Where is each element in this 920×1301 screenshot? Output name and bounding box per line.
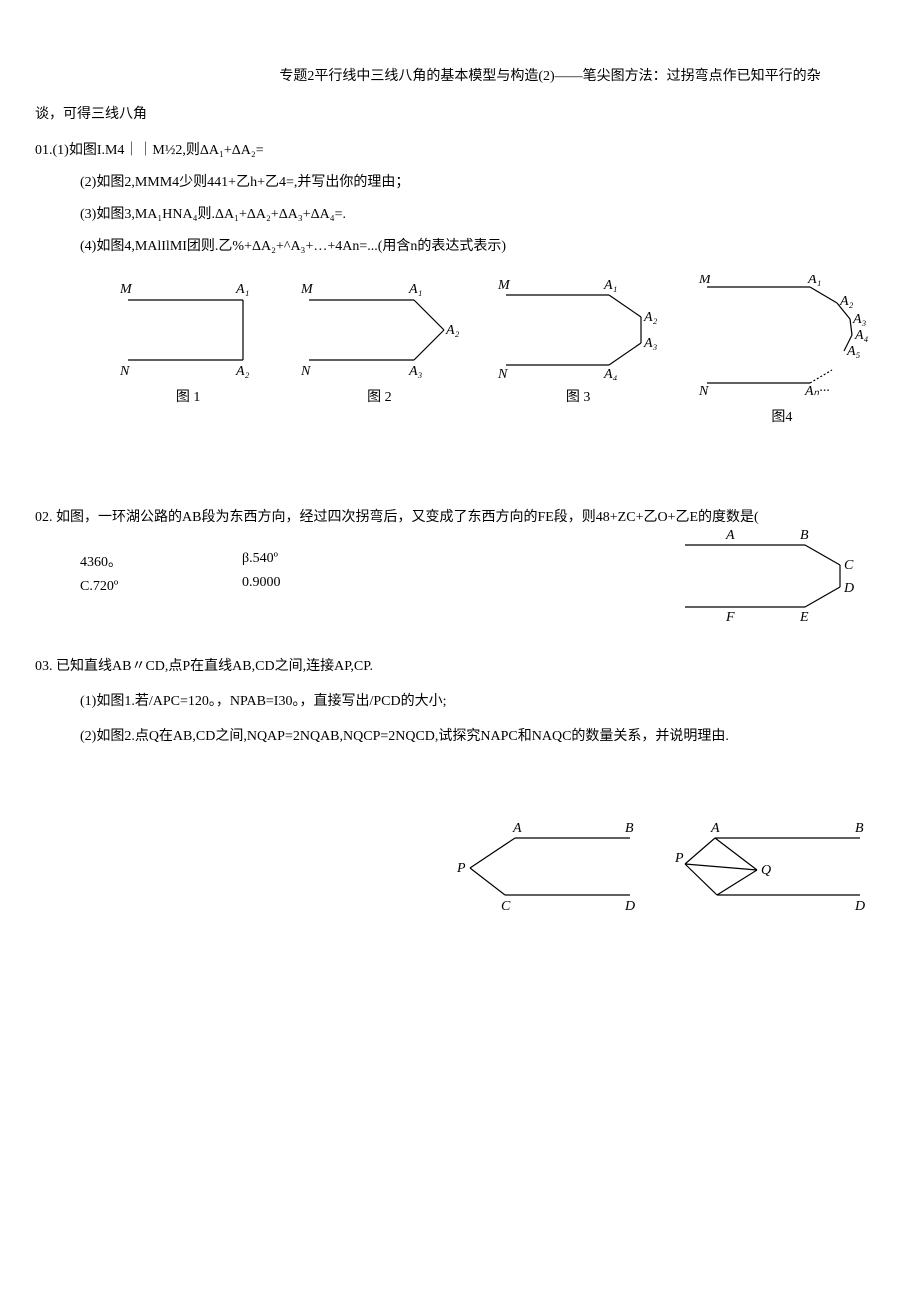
svg-text:B: B [800, 528, 809, 543]
svg-text:A₅: A₅ [846, 344, 861, 359]
svg-text:C: C [844, 558, 854, 573]
svg-text:A₄: A₄ [603, 367, 618, 380]
q2-stem: 02. 如图，一环湖公路的AB段为东西方向，经过四次拐弯后，又变成了东西方向的F… [35, 506, 885, 526]
svg-text:N: N [119, 364, 130, 379]
svg-text:A: A [512, 821, 522, 836]
svg-text:E: E [799, 610, 809, 625]
svg-text:A₄: A₄ [854, 328, 869, 343]
svg-text:N: N [698, 384, 709, 399]
q1-figures: M A₁ N A₂ 图 1 M A₁ A₂ N A₃ 图 2 M [95, 275, 885, 426]
svg-text:A: A [710, 821, 720, 836]
fig2-svg: M A₁ A₂ N A₃ [294, 275, 464, 380]
fig1-label: 图 1 [176, 386, 201, 406]
svg-text:M: M [497, 278, 511, 293]
fig1: M A₁ N A₂ 图 1 [108, 275, 268, 426]
svg-text:C: C [501, 899, 511, 914]
svg-text:M: M [300, 282, 314, 297]
fig4-label: 图4 [771, 406, 792, 426]
fig1-svg: M A₁ N A₂ [108, 275, 268, 380]
svg-text:N: N [497, 367, 508, 380]
svg-text:A₁: A₁ [235, 282, 249, 297]
fig4: M A₁ A₂ A₃ A₄ A₅ N Aₙ··· 图4 [692, 275, 872, 426]
svg-text:A₂: A₂ [235, 364, 250, 379]
q2-opt-c: C.720º [80, 579, 122, 595]
q2-fig: A B C D E F [670, 525, 870, 630]
svg-text:A₁: A₁ [603, 278, 617, 293]
fig3-svg: M A₁ A₂ A₃ N A₄ [491, 275, 666, 380]
svg-text:A₃: A₃ [852, 312, 867, 327]
svg-text:P: P [456, 861, 466, 876]
svg-text:A₂: A₂ [839, 294, 854, 309]
fig2-label: 图 2 [367, 386, 392, 406]
q3-p2: (2)如图2.点Q在AB,CD之间,NQAP=2NQAB,NQCP=2NQCD,… [35, 725, 885, 745]
q3-fig2: A B P Q D [675, 820, 875, 915]
fig3: M A₁ A₂ A₃ N A₄ 图 3 [491, 275, 666, 426]
svg-text:B: B [625, 821, 634, 836]
q1-p4: (4)如图4,MAlIlMI团则.乙%+ΔA₂+^A₃+…+4An=...(用含… [35, 235, 885, 255]
svg-text:D: D [843, 581, 854, 596]
svg-text:N: N [300, 364, 311, 379]
q1-stem: 01.(1)如图I.M4｜｜M½2,则ΔA₁+ΔA₂= [35, 139, 885, 159]
svg-text:A₂: A₂ [643, 310, 658, 325]
q2-opt-d: 0.9000 [242, 575, 281, 591]
q2-opt-a: 4360。 [80, 551, 122, 571]
svg-text:A₃: A₃ [408, 364, 423, 379]
svg-text:A₃: A₃ [643, 336, 658, 351]
svg-text:D: D [854, 899, 865, 914]
svg-text:D: D [624, 899, 635, 914]
svg-text:B: B [855, 821, 864, 836]
fig2: M A₁ A₂ N A₃ 图 2 [294, 275, 464, 426]
page-title: 专题2平行线中三线八角的基本模型与构造(2)——笔尖图方法：过拐弯点作已知平行的… [35, 65, 885, 85]
svg-text:A₁: A₁ [408, 282, 422, 297]
q3-figures: A B P C D A B P Q D [455, 820, 875, 915]
q3-stem: 03. 已知直线AB〃CD,点P在直线AB,CD之间,连接AP,CP. [35, 655, 885, 675]
svg-text:M: M [119, 282, 133, 297]
svg-text:A₁: A₁ [807, 275, 821, 287]
svg-text:M: M [698, 275, 712, 287]
q3-fig1: A B P C D [455, 820, 645, 915]
svg-text:A: A [725, 528, 735, 543]
lede-text: 谈，可得三线八角 [35, 103, 885, 123]
svg-text:Aₙ···: Aₙ··· [804, 384, 830, 399]
svg-text:P: P [675, 851, 684, 866]
q2-opt-b: β.540º [242, 551, 281, 567]
q3-p1: (1)如图1.若/APC=120。，NPAB=I30。，直接写出/PCD的大小; [35, 690, 885, 710]
fig4-svg: M A₁ A₂ A₃ A₄ A₅ N Aₙ··· [692, 275, 872, 400]
svg-text:Q: Q [761, 863, 771, 878]
fig3-label: 图 3 [566, 386, 591, 406]
q1-p3: (3)如图3,MA₁HNA₄则.ΔA₁+ΔA₂+ΔA₃+ΔA₄=. [35, 203, 885, 223]
svg-text:F: F [725, 610, 735, 625]
svg-text:A₂: A₂ [445, 323, 460, 338]
q1-p2: (2)如图2,MMM4少则441+乙h+乙4=,并写出你的理由； [35, 171, 885, 191]
